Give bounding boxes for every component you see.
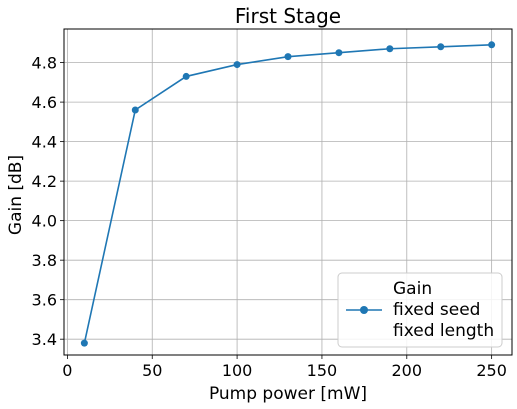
x-tick-label: 100	[222, 361, 253, 380]
legend-label-line-3: fixed length	[393, 321, 494, 341]
y-tick-label: 4.0	[32, 212, 57, 231]
legend-label-line-2: fixed seed	[393, 300, 480, 320]
gain-data-point	[488, 41, 496, 49]
legend-marker	[360, 306, 368, 314]
x-tick-label: 0	[62, 361, 72, 380]
x-tick-label: 200	[392, 361, 423, 380]
gain-data-point	[182, 72, 190, 80]
legend: Gain fixed seed fixed length	[337, 272, 503, 348]
legend-box	[337, 272, 503, 348]
y-tick-label: 4.4	[32, 133, 57, 152]
gain-data-point	[131, 106, 139, 114]
grid	[64, 29, 512, 355]
y-tick-label: 3.6	[32, 291, 57, 310]
y-tick-label: 4.8	[32, 54, 57, 73]
gain-data-point	[386, 45, 394, 53]
gain-data-point	[80, 339, 88, 347]
x-tick-label: 250	[476, 361, 507, 380]
x-axis-label: Pump power [mW]	[209, 384, 367, 404]
series-layer	[80, 41, 496, 347]
x-axis-ticks: 0 50 100 150 200 250	[62, 355, 507, 380]
gain-data-point	[284, 53, 292, 61]
y-tick-label: 3.8	[32, 251, 57, 270]
gain-data-point	[233, 61, 241, 69]
chart-title: First Stage	[235, 4, 341, 28]
y-axis-label: Gain [dB]	[6, 155, 26, 235]
gain-data-point	[437, 43, 445, 51]
y-tick-label: 4.6	[32, 93, 57, 112]
x-tick-label: 150	[307, 361, 338, 380]
y-tick-label: 4.2	[32, 172, 57, 191]
plot-frame	[63, 28, 513, 356]
y-axis-ticks: 3.4 3.6 3.8 4.0 4.2 4.4 4.6 4.8	[32, 54, 64, 349]
legend-label-line-1: Gain	[393, 279, 432, 299]
y-tick-label: 3.4	[32, 330, 57, 349]
x-tick-label: 50	[142, 361, 162, 380]
gain-data-point	[335, 49, 343, 57]
